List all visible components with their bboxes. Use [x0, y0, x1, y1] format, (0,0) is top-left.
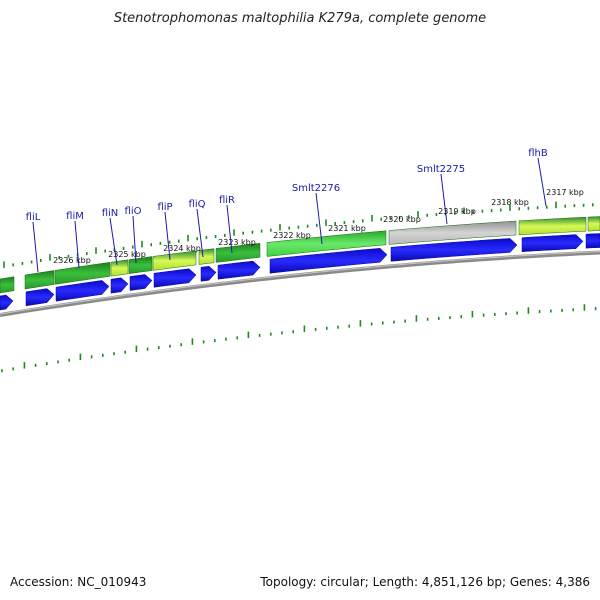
genome-title: Stenotrophomonas maltophilia K279a, comp… — [114, 11, 486, 26]
cds-feature-segment — [128, 256, 153, 274]
gene-label: fliN — [102, 208, 119, 219]
gene-label: fliL — [26, 212, 41, 223]
gene-callout-line — [196, 208, 204, 258]
gene-callout-line — [164, 211, 171, 261]
gene-arrow — [585, 233, 600, 249]
backbone-line — [0, 250, 600, 317]
kbp-label: 2325 kbp — [108, 250, 146, 259]
cds-feature-segment — [54, 262, 111, 285]
feature-track — [0, 216, 600, 294]
kbp-label: 2317 kbp — [546, 188, 584, 197]
cds-feature-segment — [110, 259, 129, 277]
gene-arrow — [129, 274, 153, 291]
gene-arrow — [217, 260, 261, 280]
gene-label: flhB — [528, 148, 548, 159]
gene-arrow — [0, 294, 14, 311]
kbp-label: 2320 kbp — [383, 215, 421, 224]
gene-label: fliR — [219, 195, 235, 206]
gene-arrow — [269, 248, 388, 274]
gene-arrow — [153, 268, 197, 288]
gene-label: Smlt2275 — [417, 164, 465, 175]
kbp-label: 2318 kbp — [491, 198, 529, 207]
gene-callout-line — [537, 157, 547, 207]
gene-arrow-track — [0, 233, 600, 311]
cds-feature-segment — [587, 216, 600, 232]
backbone-highlight — [0, 251, 600, 315]
gene-callout-line — [132, 215, 137, 264]
kbp-label: 2323 kbp — [218, 238, 256, 247]
gene-label: fliP — [157, 202, 172, 213]
kbp-scale-labels: 2326 kbp 2325 kbp 2324 kbp 2323 kbp 2322 kbp… — [53, 188, 584, 265]
kbp-label: 2322 kbp — [273, 231, 311, 240]
genome-summary-label: Topology: circular; Length: 4,851,126 bp… — [259, 575, 590, 589]
gene-callout-line — [315, 192, 323, 245]
gene-callout-line — [226, 204, 233, 254]
cds-feature-segment — [24, 270, 55, 290]
gene-label-callouts: fliL fliM fliN fliO fliP fliQ fliR Smlt2276 Smlt… — [26, 148, 548, 273]
gene-arrow — [390, 238, 518, 262]
accession-label: Accession: NC_010943 — [10, 575, 146, 589]
kbp-label: 2324 kbp — [163, 244, 201, 253]
gene-arrow — [25, 288, 55, 307]
gene-arrow — [200, 266, 217, 282]
cds-feature-segment — [388, 220, 517, 245]
gene-label: fliM — [66, 211, 84, 222]
gene-label: fliO — [125, 206, 142, 217]
kbp-label: 2321 kbp — [328, 224, 366, 233]
cds-feature-segment — [266, 230, 387, 257]
gene-callout-line — [74, 220, 80, 269]
cds-feature-segment — [518, 216, 587, 236]
gene-label: Smlt2276 — [292, 183, 340, 194]
cds-feature-segment — [215, 243, 261, 263]
gene-arrow — [110, 277, 129, 294]
gene-callout-line — [32, 221, 39, 273]
gene-label: fliQ — [189, 199, 206, 210]
gene-arrow — [55, 280, 110, 302]
kbp-label: 2326 kbp — [53, 256, 91, 265]
cds-feature-segment — [152, 250, 197, 271]
gene-callout-line — [440, 173, 448, 225]
cds-feature-segment — [0, 276, 15, 294]
genome-backbone — [0, 250, 600, 317]
gene-callout-line — [109, 217, 118, 266]
gene-arrow — [521, 234, 584, 252]
cds-feature-segment — [198, 248, 215, 265]
kbp-label: 2319 kbp — [438, 207, 476, 216]
inner-tick-ring — [1, 304, 597, 373]
